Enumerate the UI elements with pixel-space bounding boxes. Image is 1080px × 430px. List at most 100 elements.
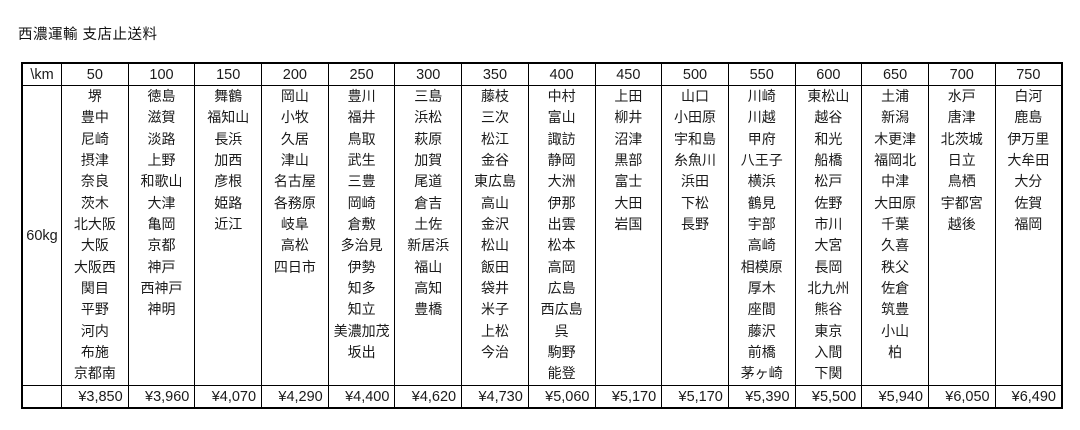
city-name: 柳井 — [614, 109, 643, 126]
city-name: 佐倉 — [881, 280, 910, 297]
city-name: 京都 — [147, 237, 176, 254]
price-cell: ¥3,960 — [127, 385, 196, 409]
price-cell: ¥5,170 — [594, 385, 663, 409]
price-cell: ¥4,730 — [461, 385, 529, 409]
city-name: 藤沢 — [747, 322, 776, 339]
city-name: 徳島 — [147, 88, 176, 104]
city-name: 長野 — [681, 216, 710, 233]
city-name: 舞鶴 — [214, 88, 243, 104]
city-name: 厚木 — [747, 280, 776, 297]
city-name: 静岡 — [547, 152, 576, 169]
city-name: 岩国 — [614, 216, 643, 233]
city-name: 入間 — [814, 344, 843, 361]
city-name: 川崎 — [747, 88, 776, 104]
price-cell: ¥5,170 — [661, 385, 729, 409]
city-name: 長浜 — [214, 130, 243, 147]
city-name: 三豊 — [347, 173, 376, 190]
city-name: 美濃加茂 — [333, 322, 390, 339]
city-name: 布施 — [80, 344, 109, 361]
city-list-cell: 川崎 川越 甲府 八王子 横浜 鶴見 宇部 高崎 相模原 厚木 座間 藤沢 前橋 茅ヶ崎 — [727, 85, 796, 386]
city-name: 鳥栖 — [947, 173, 976, 190]
city-name: 茨木 — [80, 194, 109, 211]
city-name: 飯田 — [480, 258, 509, 275]
city-name: 糸魚川 — [674, 152, 717, 169]
city-name: 白河 — [1014, 88, 1043, 104]
city-list-cell: 山口 小田原 宇和島 糸魚川 浜田 下松 長野 — [661, 85, 729, 386]
city-name: 東松山 — [807, 88, 850, 104]
distance-header-cell: 400 — [527, 62, 596, 86]
city-name: 倉敷 — [347, 216, 376, 233]
city-name: 岡崎 — [347, 194, 376, 211]
city-name: 駒野 — [547, 344, 576, 361]
city-name: 沼津 — [614, 130, 643, 147]
city-name: 上松 — [480, 322, 509, 339]
city-name: 福岡北 — [874, 152, 917, 169]
city-name: 高崎 — [747, 237, 776, 254]
price-cell: ¥5,500 — [794, 385, 863, 409]
city-name: 唐津 — [947, 109, 976, 126]
city-name: 佐賀 — [1014, 194, 1043, 211]
city-name: 高山 — [480, 194, 509, 211]
city-name: 知立 — [347, 301, 376, 318]
city-name: 佐野 — [814, 194, 843, 211]
city-name: 福山 — [414, 258, 443, 275]
page-title: 西濃運輸 支店止送料 — [18, 27, 158, 43]
city-name: 熊谷 — [814, 301, 843, 318]
city-name: 金沢 — [480, 216, 509, 233]
city-name: 尾道 — [414, 173, 443, 190]
city-name: 北大阪 — [73, 216, 116, 233]
city-name: 新潟 — [881, 109, 910, 126]
price-empty-cell — [21, 385, 62, 409]
city-name: 京都南 — [73, 365, 116, 382]
city-name: 木更津 — [874, 130, 917, 147]
city-name: 萩原 — [414, 130, 443, 147]
city-name: 名古屋 — [273, 173, 316, 190]
distance-header-cell: 250 — [327, 62, 396, 86]
city-row: 60kg 堺豊中 尼崎 摂津 奈良 茨木 北大阪 大阪 大阪西 関目 平野 河内 布施 京都南 徳島 滋賀淡… — [21, 85, 1063, 386]
city-name: 北茨城 — [940, 130, 983, 147]
city-name: 富山 — [547, 109, 576, 126]
city-name: 座間 — [747, 301, 776, 318]
city-name: 船橋 — [814, 152, 843, 169]
city-name: 小山 — [881, 322, 910, 339]
city-name: 秩父 — [881, 258, 910, 275]
city-name: 神戸 — [147, 258, 176, 275]
city-name: 高知 — [414, 280, 443, 297]
city-name: 三次 — [480, 109, 509, 126]
city-name: 松戸 — [814, 173, 843, 190]
weight-cell: 60kg — [21, 85, 62, 386]
city-list-cell: 徳島 滋賀 淡路 上野 和歌山 大津 亀岡 京都 神戸 西神戸 神明 — [127, 85, 196, 386]
distance-header-cell: 200 — [261, 62, 329, 86]
city-name: 富士 — [614, 173, 643, 190]
city-name: 四日市 — [273, 258, 316, 275]
city-name: 三島 — [414, 88, 443, 104]
city-name: 河内 — [80, 322, 109, 339]
city-name: 福岡 — [1014, 216, 1043, 233]
price-cell: ¥6,490 — [994, 385, 1063, 409]
city-name: 武生 — [347, 152, 376, 169]
city-name: 奈良 — [80, 173, 109, 190]
city-list-cell: 堺豊中 尼崎 摂津 奈良 茨木 北大阪 大阪 大阪西 関目 平野 河内 布施 京都南 — [61, 85, 129, 386]
city-name: 亀岡 — [147, 216, 176, 233]
distance-header-cell: 450 — [594, 62, 663, 86]
price-cell: ¥4,070 — [194, 385, 263, 409]
distance-header-cell: 650 — [861, 62, 929, 86]
city-name: 今治 — [480, 344, 509, 361]
city-name: 東広島 — [473, 173, 516, 190]
city-name: 倉吉 — [414, 194, 443, 211]
city-name: 長岡 — [814, 258, 843, 275]
city-name: 上野 — [147, 152, 176, 169]
city-name: 越後 — [947, 216, 976, 233]
city-name: 松江 — [480, 130, 509, 147]
city-name: 小牧 — [280, 109, 309, 126]
city-name: 北九州 — [807, 280, 850, 297]
corner-cell-km: \km — [21, 62, 62, 86]
city-name: 松山 — [480, 237, 509, 254]
city-name: 浜松 — [414, 109, 443, 126]
city-name: 大田原 — [874, 194, 917, 211]
city-name: 能登 — [547, 365, 576, 382]
city-list-cell: 上田 柳井 沼津 黒部 富士 大田 岩国 — [594, 85, 663, 386]
city-name: 津山 — [280, 152, 309, 169]
city-list-cell: 藤枝 三次 松江 金谷 東広島 高山 金沢 松山 飯田 袋井 米子 上松 今治 — [461, 85, 529, 386]
city-name: 姫路 — [214, 194, 243, 211]
